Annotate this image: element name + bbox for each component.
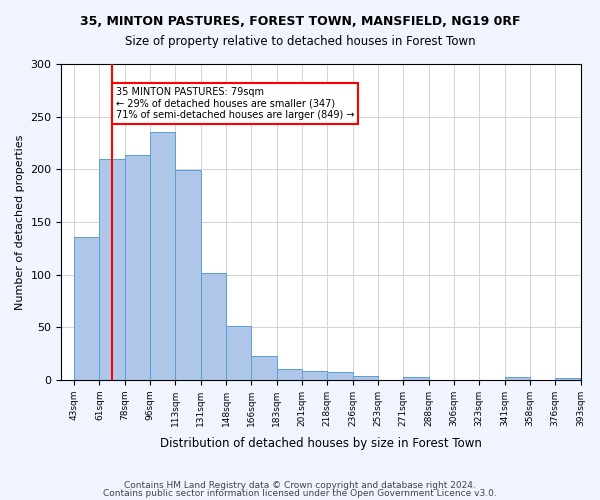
Bar [226,326,251,380]
Bar [100,158,125,380]
Text: 35 MINTON PASTURES: 79sqm
← 29% of detached houses are smaller (347)
71% of semi: 35 MINTON PASTURES: 79sqm ← 29% of detac… [116,87,355,120]
Bar [505,376,530,380]
Bar [555,378,580,380]
Bar [403,376,428,380]
Bar [200,274,226,380]
Bar [277,370,302,380]
Bar [125,154,150,380]
Bar [327,372,353,380]
Text: Contains HM Land Registry data © Crown copyright and database right 2024.: Contains HM Land Registry data © Crown c… [124,481,476,490]
Bar [150,132,175,380]
Y-axis label: Number of detached properties: Number of detached properties [15,134,25,310]
Bar [302,372,327,380]
Bar [175,170,200,380]
Bar [353,376,378,380]
Text: 35, MINTON PASTURES, FOREST TOWN, MANSFIELD, NG19 0RF: 35, MINTON PASTURES, FOREST TOWN, MANSFI… [80,15,520,28]
Text: Contains public sector information licensed under the Open Government Licence v3: Contains public sector information licen… [103,488,497,498]
X-axis label: Distribution of detached houses by size in Forest Town: Distribution of detached houses by size … [160,437,482,450]
Bar [251,356,277,380]
Bar [74,236,100,380]
Text: Size of property relative to detached houses in Forest Town: Size of property relative to detached ho… [125,35,475,48]
